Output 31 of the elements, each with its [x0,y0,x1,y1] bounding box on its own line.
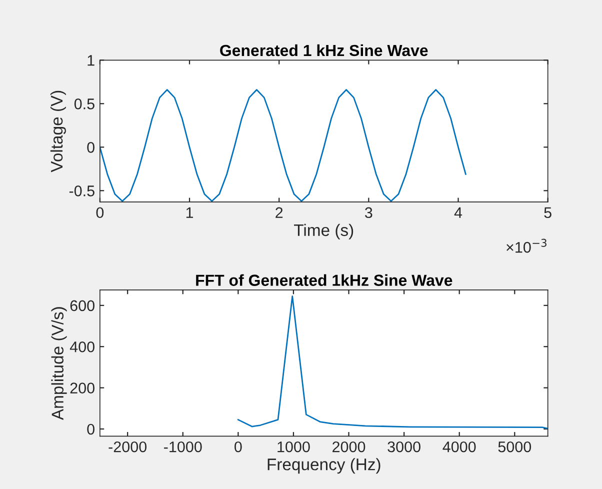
x-tick-label: 4000 [442,441,476,452]
y-tick-label: 0 [87,142,94,153]
x-tick-label: 1 [186,207,194,218]
x-axis-title: Time (s) [294,224,354,240]
text: ×10$^{−3}$ [506,238,546,253]
y-tick-label: 400 [70,341,94,352]
x-tick-label: 5000 [498,441,532,452]
x-axis-title: Frequency (Hz) [268,458,380,474]
x-tick-label: 3000 [388,441,420,452]
x-tick-label: 5 [544,207,552,218]
chart-title: FFT of Generated 1kHz Sine Wave [196,274,452,286]
y-tick-label: 0.5 [74,98,94,110]
x-tick-label: 2 [276,207,283,218]
y-tick-label: -0.5 [69,186,94,196]
y-tick-label: 1 [88,55,94,66]
x-tick-label: -1000 [164,441,202,452]
x-tick-label: 0 [96,207,104,218]
x-tick-label: 2000 [332,441,366,452]
y-axis-title: Voltage (V) [50,90,66,172]
y-tick-label: 600 [70,300,94,312]
y-axis-title: Amplitude (V/s) [51,307,67,420]
x-tick-label: 4 [454,207,462,218]
x-tick-label: 3 [365,207,372,218]
y-tick-label: 0 [87,424,94,435]
y-tick-label: 200 [70,382,94,394]
x-tick-label: 1000 [278,441,310,452]
line-series [237,295,548,430]
line-series [100,89,466,202]
chart-title: Generated 1 kHz Sine Wave [220,44,428,56]
x-tick-label: 0 [234,441,242,452]
x-tick-label: -2000 [108,441,147,452]
